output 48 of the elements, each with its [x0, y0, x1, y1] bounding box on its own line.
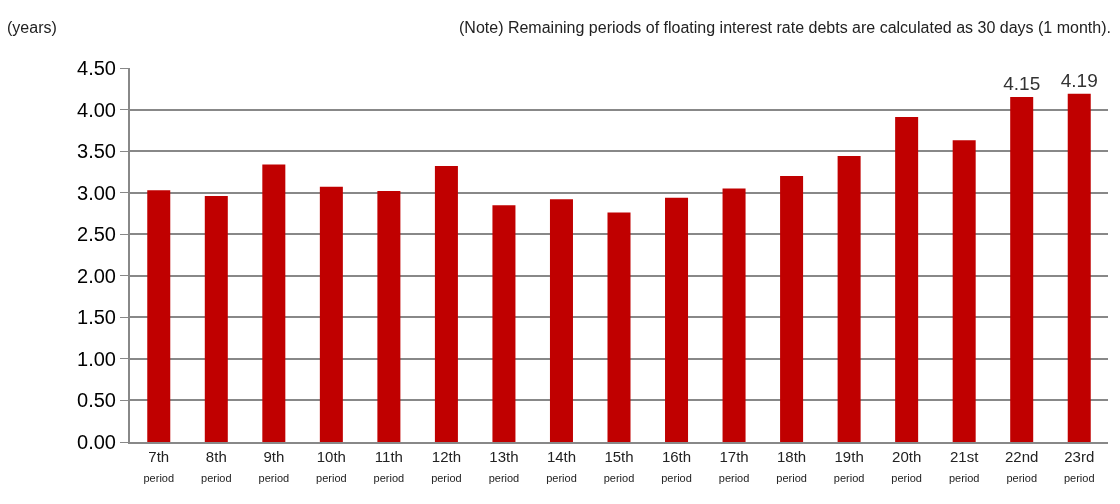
bar [204, 195, 228, 442]
bar [952, 140, 976, 442]
x-tick-label: 10th period [316, 448, 347, 484]
x-tick-label: 23rd period [1063, 448, 1095, 484]
text: (Note) Remaining periods of floating interest rate debts are calculated as 30 days (1 month). [459, 19, 1111, 36]
x-tick-label: 13th period [488, 448, 520, 484]
bar [1010, 97, 1034, 442]
y-tick-label: 2.00 [77, 264, 116, 287]
bar [1067, 93, 1091, 442]
x-tick-label: 7th period [143, 448, 175, 484]
y-axis-title: (years) [7, 19, 57, 36]
bar [492, 205, 516, 442]
x-tick-label: 20th period [891, 448, 922, 484]
bar [722, 188, 746, 442]
y-tick-label: 3.00 [77, 181, 116, 204]
y-tick-label: 1.50 [77, 306, 116, 329]
bar [837, 156, 861, 442]
x-tick-label: 19th period [833, 448, 865, 484]
data-label: 4.19 [1060, 69, 1098, 91]
y-tick-label: 4.00 [77, 98, 116, 121]
y-tick-label: 4.50 [77, 57, 116, 79]
x-tick-label: 16th period [661, 448, 692, 484]
y-tick-label: 1.00 [77, 347, 116, 370]
x-tick-label: 18th period [776, 448, 807, 484]
bar [434, 166, 458, 442]
y-tick-label: 2.50 [77, 223, 116, 246]
bar [377, 191, 401, 442]
bar [262, 164, 286, 442]
x-tick-label: 22nd period [1005, 448, 1039, 484]
bar [665, 197, 689, 442]
bar [607, 212, 631, 442]
x-tick-label: 17th period [718, 448, 750, 484]
x-tick-label: 14th period [546, 448, 577, 484]
x-tick-label: 21st period [948, 448, 980, 484]
x-tick-label: 8th period [201, 448, 232, 484]
bar [780, 176, 804, 442]
x-tick-label: 15th period [603, 448, 635, 484]
x-tick-label: 11th period [373, 448, 405, 484]
bar [147, 190, 171, 442]
bar [895, 117, 919, 442]
y-tick-label: 0.00 [77, 431, 116, 453]
x-tick-label: 12th period [431, 448, 462, 484]
x-tick-label: 9th period [258, 448, 290, 484]
data-label: 4.15 [1003, 73, 1041, 95]
bar [319, 186, 343, 442]
bar [549, 199, 573, 442]
y-tick-label: 0.50 [77, 389, 116, 412]
y-tick-label: 3.50 [77, 140, 116, 163]
